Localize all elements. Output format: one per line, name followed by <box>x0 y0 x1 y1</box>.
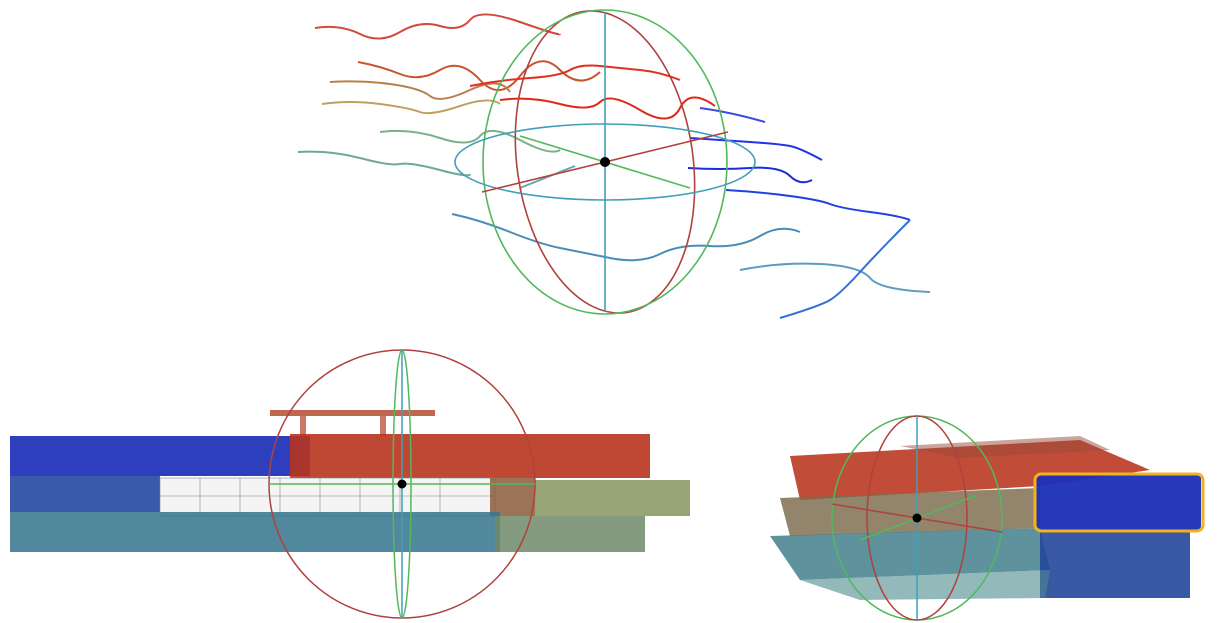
highlight-box <box>1033 472 1205 533</box>
top-panel <box>297 9 931 319</box>
roof-structure <box>270 410 435 416</box>
trajectory-line <box>297 150 471 177</box>
cloud-block-blue <box>1040 530 1190 598</box>
bottom-left-panel <box>10 349 690 619</box>
gimbal-bottom-left <box>268 349 536 619</box>
trajectory-line <box>687 166 813 184</box>
trajectory-line <box>739 262 931 293</box>
trajectory-line <box>451 213 801 262</box>
cloud-block-red <box>290 434 650 478</box>
bottom-right-panel <box>770 415 1205 621</box>
trajectory-line <box>519 165 576 189</box>
roof-structure <box>300 416 306 436</box>
gimbal-top <box>454 9 756 315</box>
trajectory-line <box>689 137 823 161</box>
trajectory-line <box>699 107 766 123</box>
trajectory-line <box>379 129 561 153</box>
cloud-block-blue <box>1035 474 1201 530</box>
trajectory-line <box>725 189 911 221</box>
trajectory-line <box>329 80 511 100</box>
trajectory-line <box>321 99 501 115</box>
gimbal-ring-green <box>482 9 728 315</box>
gimbal-center <box>600 157 610 167</box>
cloud-block-red <box>790 440 1150 500</box>
gimbal-center <box>912 513 922 523</box>
gimbal-center <box>397 479 407 489</box>
cloud-roof-lines <box>900 436 1110 458</box>
gimbal-bottom-right <box>831 415 1003 621</box>
cloud-block-olive <box>495 516 645 552</box>
trajectory-line <box>357 60 601 91</box>
trajectory-line <box>779 219 911 319</box>
cloud-block-teal <box>10 512 500 552</box>
cloud-block-teal <box>770 528 1050 580</box>
trajectory-line <box>469 64 681 87</box>
cloud-block-brown <box>780 488 1040 536</box>
roof-structure <box>380 416 386 436</box>
cloud-block-blue <box>10 436 310 476</box>
cloud-block-teal <box>800 570 1050 600</box>
cloud-block-olive <box>535 480 690 516</box>
trajectory-line <box>314 13 561 40</box>
trajectory-lines <box>297 13 931 319</box>
cloud-block-blue <box>10 476 160 512</box>
